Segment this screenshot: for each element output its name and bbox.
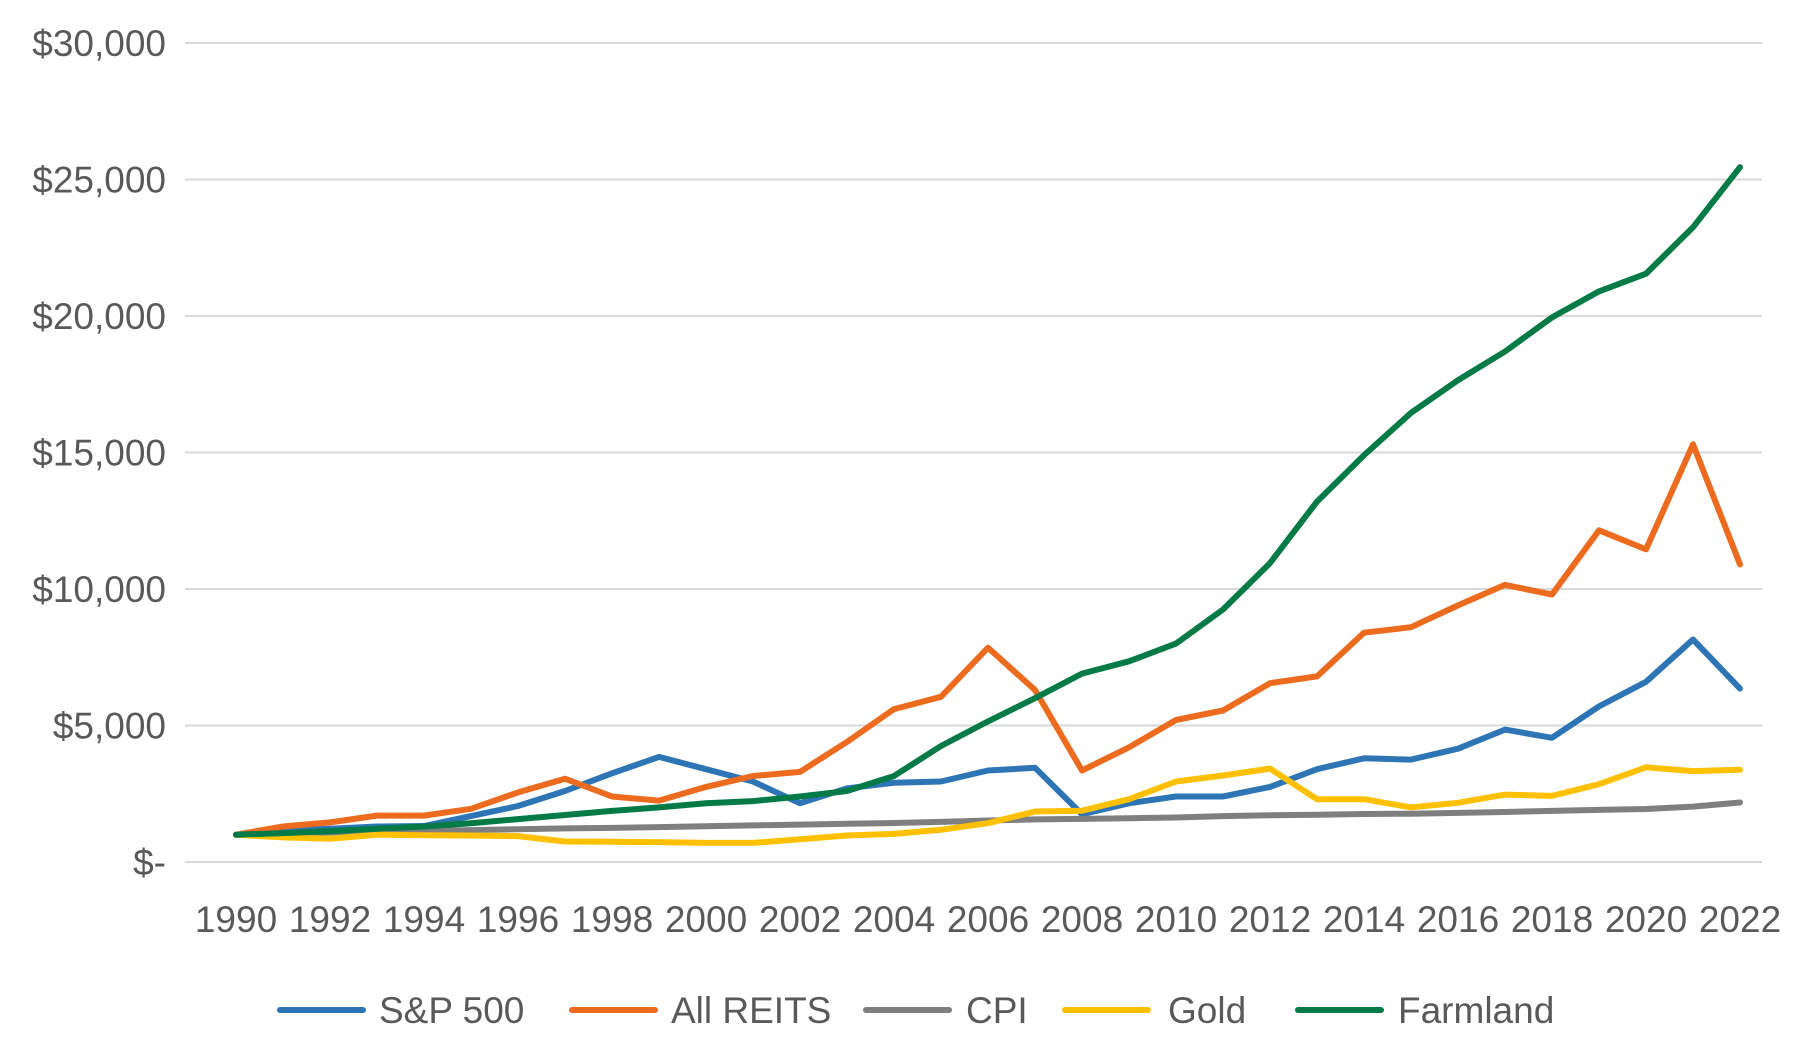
x-tick-label: 1992: [289, 899, 371, 940]
x-tick-label: 2010: [1135, 899, 1217, 940]
series-lines: [233, 164, 1743, 846]
y-tick-label: $15,000: [32, 433, 166, 474]
gridlines: [185, 42, 1762, 863]
y-tick-label: $-: [133, 842, 166, 883]
legend-label-cpi: CPI: [966, 990, 1028, 1031]
x-axis-tick-labels: 1990 1992 1994 1996 1998 2000 2002 2004 2006 2008…: [195, 899, 1781, 940]
x-tick-label: 2020: [1605, 899, 1687, 940]
series-line-all-reits: [233, 441, 1743, 838]
series-line-gold: [233, 764, 1743, 846]
x-tick-label: 2022: [1699, 899, 1781, 940]
x-tick-label: 1994: [383, 899, 465, 940]
legend-label-s-p-500: S&P 500: [379, 990, 524, 1031]
x-tick-label: 2016: [1417, 899, 1499, 940]
y-axis-tick-labels: $- $5,000 $10,000 $15,000 $20,000 $25,000 $30,…: [32, 23, 166, 883]
y-tick-label: $5,000: [53, 706, 166, 747]
x-tick-label: 2000: [665, 899, 747, 940]
x-tick-label: 2002: [759, 899, 841, 940]
series-line-s-p-500: [233, 636, 1743, 838]
legend-label-all-reits: All REITS: [671, 990, 831, 1031]
series-line-farmland: [233, 164, 1743, 838]
y-tick-label: $10,000: [32, 569, 166, 610]
x-tick-label: 2004: [853, 899, 935, 940]
x-tick-label: 2012: [1229, 899, 1311, 940]
legend: S&P 500 All REITS CPI Gold Farmland: [277, 990, 1554, 1031]
y-tick-label: $25,000: [32, 160, 166, 201]
x-tick-label: 1990: [195, 899, 277, 940]
x-tick-label: 2014: [1323, 899, 1405, 940]
legend-label-farmland: Farmland: [1398, 990, 1554, 1031]
y-tick-label: $20,000: [32, 296, 166, 337]
x-tick-label: 2008: [1041, 899, 1123, 940]
x-tick-label: 2018: [1511, 899, 1593, 940]
legend-label-gold: Gold: [1168, 990, 1246, 1031]
x-tick-label: 1996: [477, 899, 559, 940]
y-tick-label: $30,000: [32, 23, 166, 64]
x-tick-label: 2006: [947, 899, 1029, 940]
x-tick-label: 1998: [571, 899, 653, 940]
